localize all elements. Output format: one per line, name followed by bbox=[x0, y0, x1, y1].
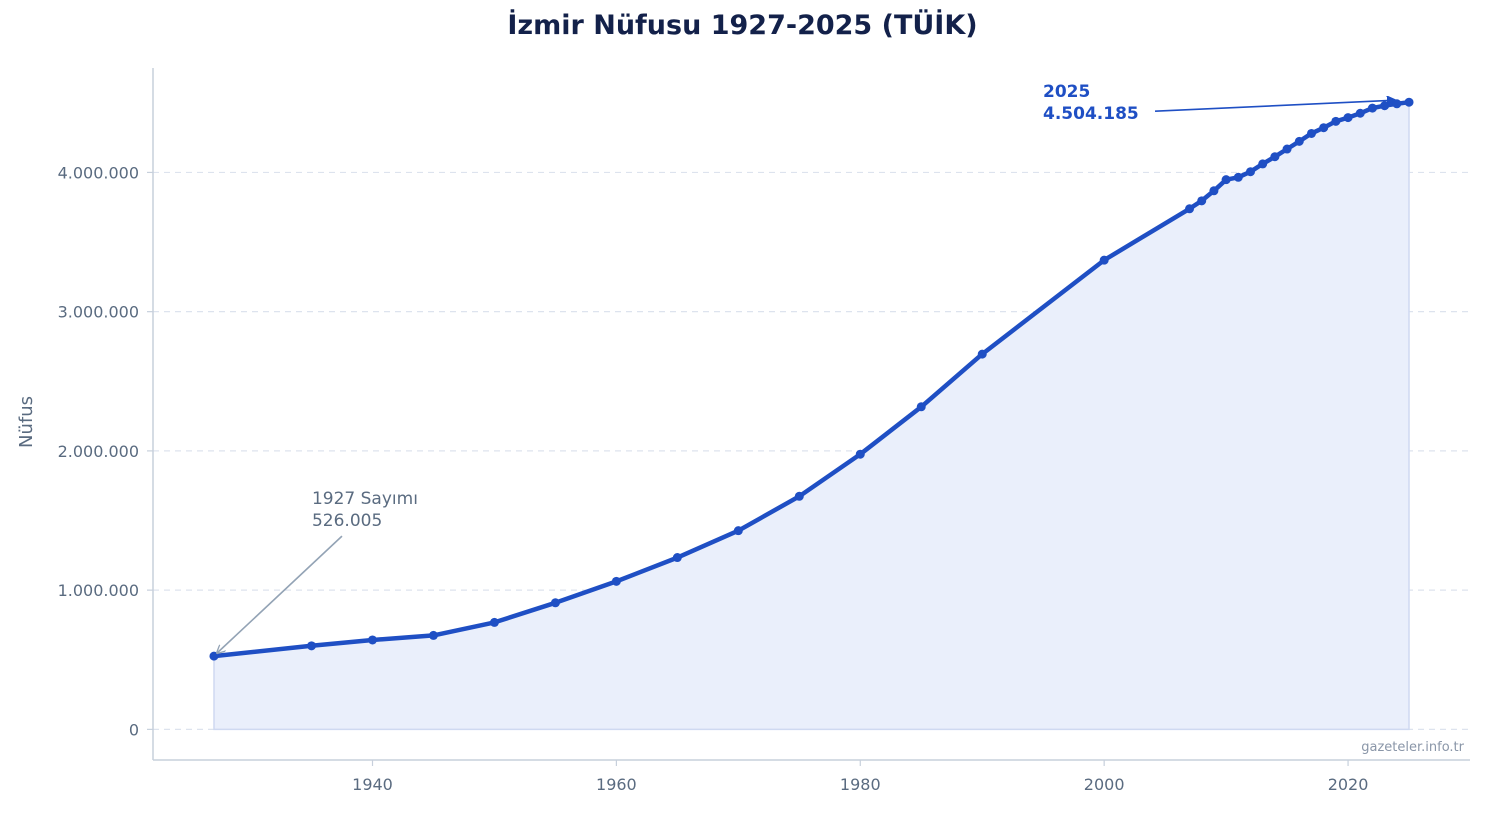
data-point bbox=[1282, 144, 1292, 154]
data-point bbox=[855, 449, 865, 459]
data-point bbox=[1294, 136, 1304, 146]
data-point bbox=[1380, 101, 1390, 111]
data-point bbox=[1258, 159, 1268, 169]
annotation-label: 526.005 bbox=[312, 511, 382, 531]
data-point bbox=[1246, 167, 1255, 177]
annotation-arrow bbox=[217, 535, 343, 653]
data-point bbox=[1270, 152, 1280, 162]
y-tick-label: 1.000.000 bbox=[58, 581, 139, 600]
y-tick-label: 0 bbox=[129, 720, 139, 739]
annotation-label: 4.504.185 bbox=[1043, 104, 1139, 124]
data-point bbox=[672, 553, 682, 563]
watermark-text: gazeteler.info.tr bbox=[1361, 740, 1464, 755]
data-point bbox=[1367, 103, 1377, 113]
x-tick-label: 2000 bbox=[1084, 775, 1125, 794]
y-tick-label: 4.000.000 bbox=[58, 163, 139, 182]
x-tick-label: 1940 bbox=[352, 775, 393, 794]
data-point bbox=[1319, 123, 1329, 133]
data-point bbox=[1355, 108, 1365, 118]
x-tick-label: 2020 bbox=[1328, 775, 1369, 794]
annotation-label: 1927 Sayımı bbox=[312, 489, 418, 509]
data-point bbox=[1185, 204, 1195, 214]
data-point bbox=[611, 576, 621, 586]
data-point bbox=[1221, 175, 1231, 185]
data-point bbox=[550, 598, 560, 608]
y-tick-label: 3.000.000 bbox=[58, 303, 139, 322]
data-point bbox=[1404, 97, 1414, 107]
data-point bbox=[1306, 128, 1316, 138]
series-area bbox=[213, 101, 1410, 731]
data-point bbox=[1233, 172, 1243, 182]
x-tick-label: 1960 bbox=[596, 775, 637, 794]
annotation-label: 2025 bbox=[1043, 82, 1090, 102]
y-tick-label: 2.000.000 bbox=[58, 442, 139, 461]
y-axis-label: Nüfus bbox=[16, 396, 37, 448]
data-point bbox=[977, 349, 987, 359]
data-point bbox=[1197, 196, 1207, 206]
x-tick-label: 1980 bbox=[840, 775, 881, 794]
data-point bbox=[794, 491, 804, 501]
chart-title: İzmir Nüfusu 1927-2025 (TÜİK) bbox=[507, 10, 978, 41]
data-point bbox=[489, 617, 499, 627]
data-point bbox=[1099, 255, 1109, 265]
annotation-arrow bbox=[1154, 100, 1395, 113]
data-point bbox=[916, 402, 926, 412]
data-point bbox=[1331, 116, 1341, 126]
data-point bbox=[1343, 113, 1353, 123]
data-point bbox=[368, 635, 377, 645]
data-point bbox=[1209, 186, 1219, 196]
data-point bbox=[307, 641, 317, 651]
data-point bbox=[733, 526, 743, 536]
data-point bbox=[428, 630, 438, 640]
